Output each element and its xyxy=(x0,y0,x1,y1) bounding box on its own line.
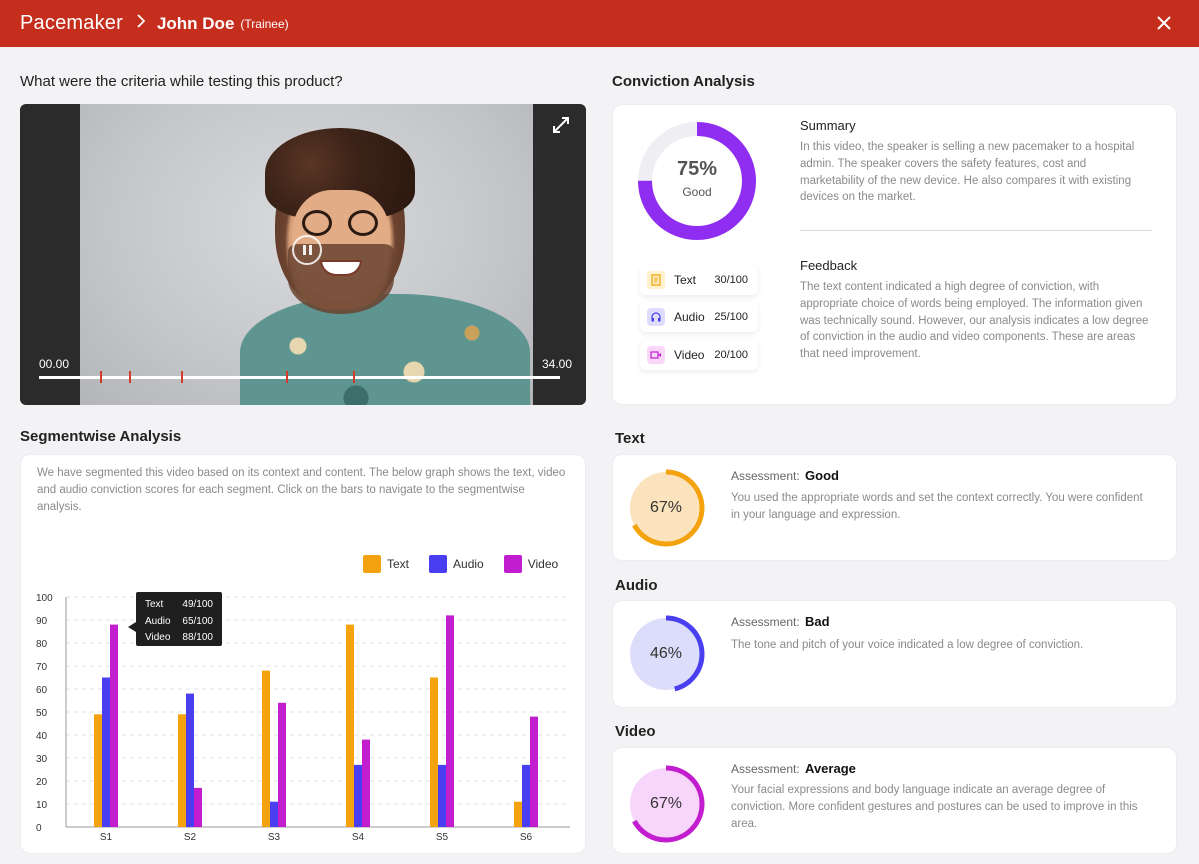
chart-legend: Text Audio Video xyxy=(363,555,558,573)
bar-text-s1[interactable] xyxy=(94,714,102,827)
legend-video[interactable]: Video xyxy=(503,555,558,573)
conviction-score: 75% xyxy=(676,158,718,180)
bar-audio-s3[interactable] xyxy=(270,801,278,827)
video-assessment-donut xyxy=(627,765,705,843)
audio-assessment-percent: 46% xyxy=(649,645,683,662)
bar-audio-s5[interactable] xyxy=(438,764,446,827)
segment-marker[interactable] xyxy=(286,371,288,383)
bar-video-s5[interactable] xyxy=(446,615,454,827)
expand-icon[interactable] xyxy=(552,116,570,134)
text-section-title: Text xyxy=(615,430,645,447)
video-camera-icon xyxy=(647,346,665,364)
time-start: 00.00 xyxy=(39,357,70,371)
legend-swatch-video xyxy=(503,555,522,573)
bar-text-s2[interactable] xyxy=(178,714,186,827)
bar-text-s6[interactable] xyxy=(514,801,522,827)
document-icon xyxy=(647,271,665,289)
conviction-rating: Good xyxy=(682,185,712,199)
conviction-donut xyxy=(638,122,756,240)
video-frame xyxy=(80,104,533,405)
bar-audio-s4[interactable] xyxy=(354,764,362,827)
close-icon[interactable] xyxy=(1153,12,1175,34)
bar-text-s4[interactable] xyxy=(346,624,354,827)
segment-marker[interactable] xyxy=(129,371,131,383)
divider xyxy=(800,230,1152,231)
segmentwise-description: We have segmented this video based on it… xyxy=(37,467,566,513)
legend-audio[interactable]: Audio xyxy=(429,555,484,573)
video-assessment-card xyxy=(612,747,1177,854)
summary-title: Summary xyxy=(800,118,856,133)
summary-text: In this video, the speaker is selling a … xyxy=(800,141,1135,204)
audio-assessment-text: The tone and pitch of your voice indicat… xyxy=(731,639,1084,651)
bar-text-s5[interactable] xyxy=(430,677,438,828)
feedback-text: The text content indicated a high degree… xyxy=(800,281,1149,361)
time-end: 34.00 xyxy=(541,357,572,371)
app-title: Pacemaker xyxy=(20,12,123,34)
bar-audio-s6[interactable] xyxy=(522,764,530,827)
text-assessment-text: You used the appropriate words and set t… xyxy=(731,492,1143,521)
bar-audio-s1[interactable] xyxy=(102,677,110,828)
trainee-role: (Trainee) xyxy=(240,16,289,31)
bar-video-s3[interactable] xyxy=(278,702,286,827)
pill-video[interactable]: Video 20/100 xyxy=(640,340,758,370)
trainee-name: John Doe xyxy=(156,13,235,33)
feedback-title: Feedback xyxy=(800,258,858,273)
legend-swatch-text xyxy=(363,555,381,573)
legend-text[interactable]: Text xyxy=(363,555,409,573)
question-title: What were the criteria while testing thi… xyxy=(20,73,343,90)
bar-audio-s2[interactable] xyxy=(186,693,194,827)
bar-text-s3[interactable] xyxy=(262,670,270,827)
conviction-title: Conviction Analysis xyxy=(612,73,755,90)
bar-video-s6[interactable] xyxy=(530,716,538,827)
video-assessment-percent: 67% xyxy=(649,795,683,812)
bar-video-s4[interactable] xyxy=(362,739,370,827)
video-assessment-label: Assessment: Average xyxy=(731,761,856,776)
video-assessment-text: Your facial expressions and body languag… xyxy=(731,784,1138,830)
video-player[interactable]: 00.00 34.00 xyxy=(20,104,586,405)
audio-assessment-card xyxy=(612,600,1177,708)
chart-tooltip: Text 49/100 Audio 65/100 Video 88/100 xyxy=(128,592,222,646)
pill-audio[interactable]: Audio 25/100 xyxy=(640,302,758,332)
video-scrubber[interactable] xyxy=(39,371,560,383)
bar-video-s2[interactable] xyxy=(194,787,202,827)
audio-section-title: Audio xyxy=(615,577,658,594)
bar-video-s1[interactable] xyxy=(110,624,118,827)
video-section-title: Video xyxy=(615,723,656,740)
headphones-icon xyxy=(647,308,665,326)
chevron-right-icon xyxy=(135,13,147,34)
text-assessment-card xyxy=(612,454,1177,561)
pause-icon[interactable] xyxy=(292,235,322,265)
legend-swatch-audio xyxy=(429,555,448,573)
text-assessment-donut xyxy=(627,469,705,547)
segment-marker[interactable] xyxy=(353,371,355,383)
audio-assessment-donut xyxy=(627,615,705,693)
audio-assessment-label: Assessment: Bad xyxy=(731,614,830,629)
segmentwise-title: Segmentwise Analysis xyxy=(20,428,182,445)
text-assessment-percent: 67% xyxy=(649,499,683,516)
segment-marker[interactable] xyxy=(181,371,183,383)
segment-marker[interactable] xyxy=(100,371,102,383)
text-assessment-label: Assessment: Good xyxy=(731,468,839,483)
top-bar: Pacemaker John Doe (Trainee) xyxy=(0,0,1199,47)
pill-text[interactable]: Text 30/100 xyxy=(640,265,758,295)
